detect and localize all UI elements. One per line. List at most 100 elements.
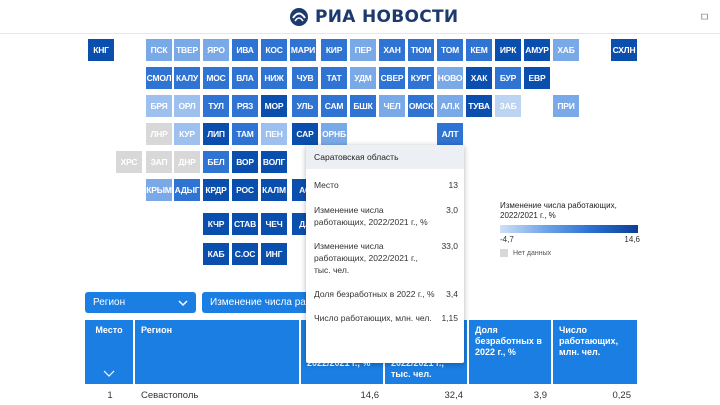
region-tile[interactable]: ЕВР [524, 67, 550, 89]
region-tile[interactable]: ЛНР [146, 123, 172, 145]
th-place[interactable]: Место [85, 320, 135, 384]
region-tile[interactable]: ВЛА [232, 67, 258, 89]
region-tile[interactable]: НОВО [437, 67, 463, 89]
region-tile[interactable]: ХАК [466, 67, 492, 89]
sort-chevron-icon[interactable] [103, 370, 115, 378]
region-tile[interactable]: ПРИ [553, 95, 579, 117]
region-tile[interactable]: ТАТ [321, 67, 347, 89]
region-select-label: Регион [93, 297, 126, 308]
region-tile[interactable]: СТАВ [232, 213, 258, 235]
region-tile[interactable]: РОС [232, 179, 258, 201]
region-tile[interactable]: ЛИП [203, 123, 229, 145]
tooltip-row: Доля безработных в 2022 г., % 3,4 [314, 289, 458, 299]
region-tile[interactable]: ХАБ [553, 39, 579, 61]
region-tile[interactable]: КРЫМ [146, 179, 172, 201]
region-tile[interactable]: УДМ [350, 67, 376, 89]
region-tile[interactable]: ПЕН [261, 123, 287, 145]
region-tile[interactable]: ИРК [495, 39, 521, 61]
region-tile[interactable]: ТЮМ [408, 39, 434, 61]
th-unemployment[interactable]: Доля безработных в 2022 г., % [469, 320, 553, 384]
tooltip-row: Изменение числа работающих, 2022/2021 г.… [314, 241, 458, 275]
region-tile[interactable]: КИР [321, 39, 347, 61]
menu-icon[interactable]: ㅁ [698, 10, 710, 24]
region-tile[interactable]: РЯЗ [232, 95, 258, 117]
top-bar: РИА НОВОСТИ ㅁ [0, 0, 720, 34]
region-tile[interactable]: КАБ [203, 243, 229, 265]
region-tile[interactable]: ХРС [116, 151, 142, 173]
cell-region: Севастополь [141, 390, 199, 401]
cell-change-abs: 32,4 [444, 390, 464, 401]
region-tile[interactable]: ПСК [146, 39, 172, 61]
legend-nodata-label: Нет данных [513, 249, 552, 257]
region-tile[interactable]: САР [292, 123, 318, 145]
region-tile[interactable]: ХАН [379, 39, 405, 61]
legend-max: 14,6 [624, 235, 640, 244]
region-tile[interactable]: ДНР [174, 151, 200, 173]
region-tile[interactable]: ИНГ [261, 243, 287, 265]
th-region[interactable]: Регион [135, 320, 301, 384]
region-tile[interactable]: МАРИ [290, 39, 316, 61]
region-tile[interactable]: ТОМ [437, 39, 463, 61]
cell-change-pct: 14,6 [360, 390, 380, 401]
region-tile[interactable]: МОР [261, 95, 287, 117]
ria-logo[interactable]: РИА НОВОСТИ [289, 6, 458, 28]
region-tile[interactable]: ЧУВ [292, 67, 318, 89]
region-tile[interactable]: ТВЕР [174, 39, 200, 61]
cell-place: 1 [107, 390, 113, 401]
region-tile[interactable]: СВЕР [379, 67, 405, 89]
region-tile[interactable]: ТАМ [232, 123, 258, 145]
region-tile[interactable]: ВОЛГ [261, 151, 287, 173]
legend-title: Изменение числа работающих, 2022/2021 г.… [500, 201, 617, 220]
cell-workers: 0,25 [612, 390, 632, 401]
region-tile[interactable]: С.ОС [232, 243, 258, 265]
region-tile[interactable]: БУР [495, 67, 521, 89]
region-select[interactable]: Регион [85, 292, 196, 313]
region-tile[interactable]: ТУЛ [203, 95, 229, 117]
region-tile[interactable]: ОМСК [408, 95, 434, 117]
region-tile[interactable]: АМУР [524, 39, 550, 61]
region-tile[interactable]: КАЛМ [261, 179, 287, 201]
region-tile[interactable]: УЛЬ [292, 95, 318, 117]
region-tile[interactable]: КЕМ [466, 39, 492, 61]
region-tooltip: Саратовская область Место 13 Изменение чи… [306, 145, 464, 363]
chevron-down-icon [178, 299, 188, 306]
region-tile[interactable]: МОС [203, 67, 229, 89]
region-tile[interactable]: БЕЛ [203, 151, 229, 173]
region-tile[interactable]: КНГ [88, 39, 114, 61]
th-workers[interactable]: Число работающих, млн. чел. [553, 320, 637, 384]
region-tile[interactable]: ЗАБ [495, 95, 521, 117]
region-tile[interactable]: ОРНБ [321, 123, 347, 145]
region-tile[interactable]: КАЛУ [174, 67, 200, 89]
region-tile[interactable]: КЧР [203, 213, 229, 235]
legend-min: -4,7 [500, 235, 514, 244]
region-tile[interactable]: ПЕР [350, 39, 376, 61]
region-tile[interactable]: ЯРО [203, 39, 229, 61]
tooltip-row: Место 13 [314, 180, 458, 190]
region-tile[interactable]: СХЛН [611, 39, 637, 61]
region-tile[interactable]: БРЯ [146, 95, 172, 117]
region-tile[interactable]: САМ [321, 95, 347, 117]
region-tile[interactable]: ЗАП [146, 151, 172, 173]
region-tile[interactable]: БШК [350, 95, 376, 117]
metric-select-label: Изменение числа работа [210, 297, 327, 308]
region-tile[interactable]: ИВА [232, 39, 258, 61]
region-tile[interactable]: КОС [261, 39, 287, 61]
region-tile[interactable]: КРДР [203, 179, 229, 201]
region-tile[interactable]: КУР [174, 123, 200, 145]
region-tile[interactable]: АЛТ [437, 123, 463, 145]
tooltip-row: Число работающих, млн. чел. 1,15 [314, 313, 458, 323]
region-tile[interactable]: КУРГ [408, 67, 434, 89]
tooltip-row: Изменение числа работающих, 2022/2021 г.… [314, 205, 458, 227]
region-tile[interactable]: ВОР [232, 151, 258, 173]
region-tile[interactable]: ТУВА [466, 95, 492, 117]
region-tile[interactable]: НИЖ [261, 67, 287, 89]
region-tile[interactable]: ЧЕЛ [379, 95, 405, 117]
region-tile[interactable]: СМОЛ [146, 67, 172, 89]
region-tile[interactable]: ЧЕЧ [261, 213, 287, 235]
legend-nodata-swatch [500, 249, 508, 257]
region-tile[interactable]: АДЫГ [174, 179, 200, 201]
legend-color-bar [500, 225, 638, 233]
region-tile[interactable]: АЛ.К [437, 95, 463, 117]
region-tile[interactable]: ОРЛ [174, 95, 200, 117]
table-row[interactable]: 1 Севастополь 14,6 32,4 3,9 0,25 [85, 384, 637, 405]
